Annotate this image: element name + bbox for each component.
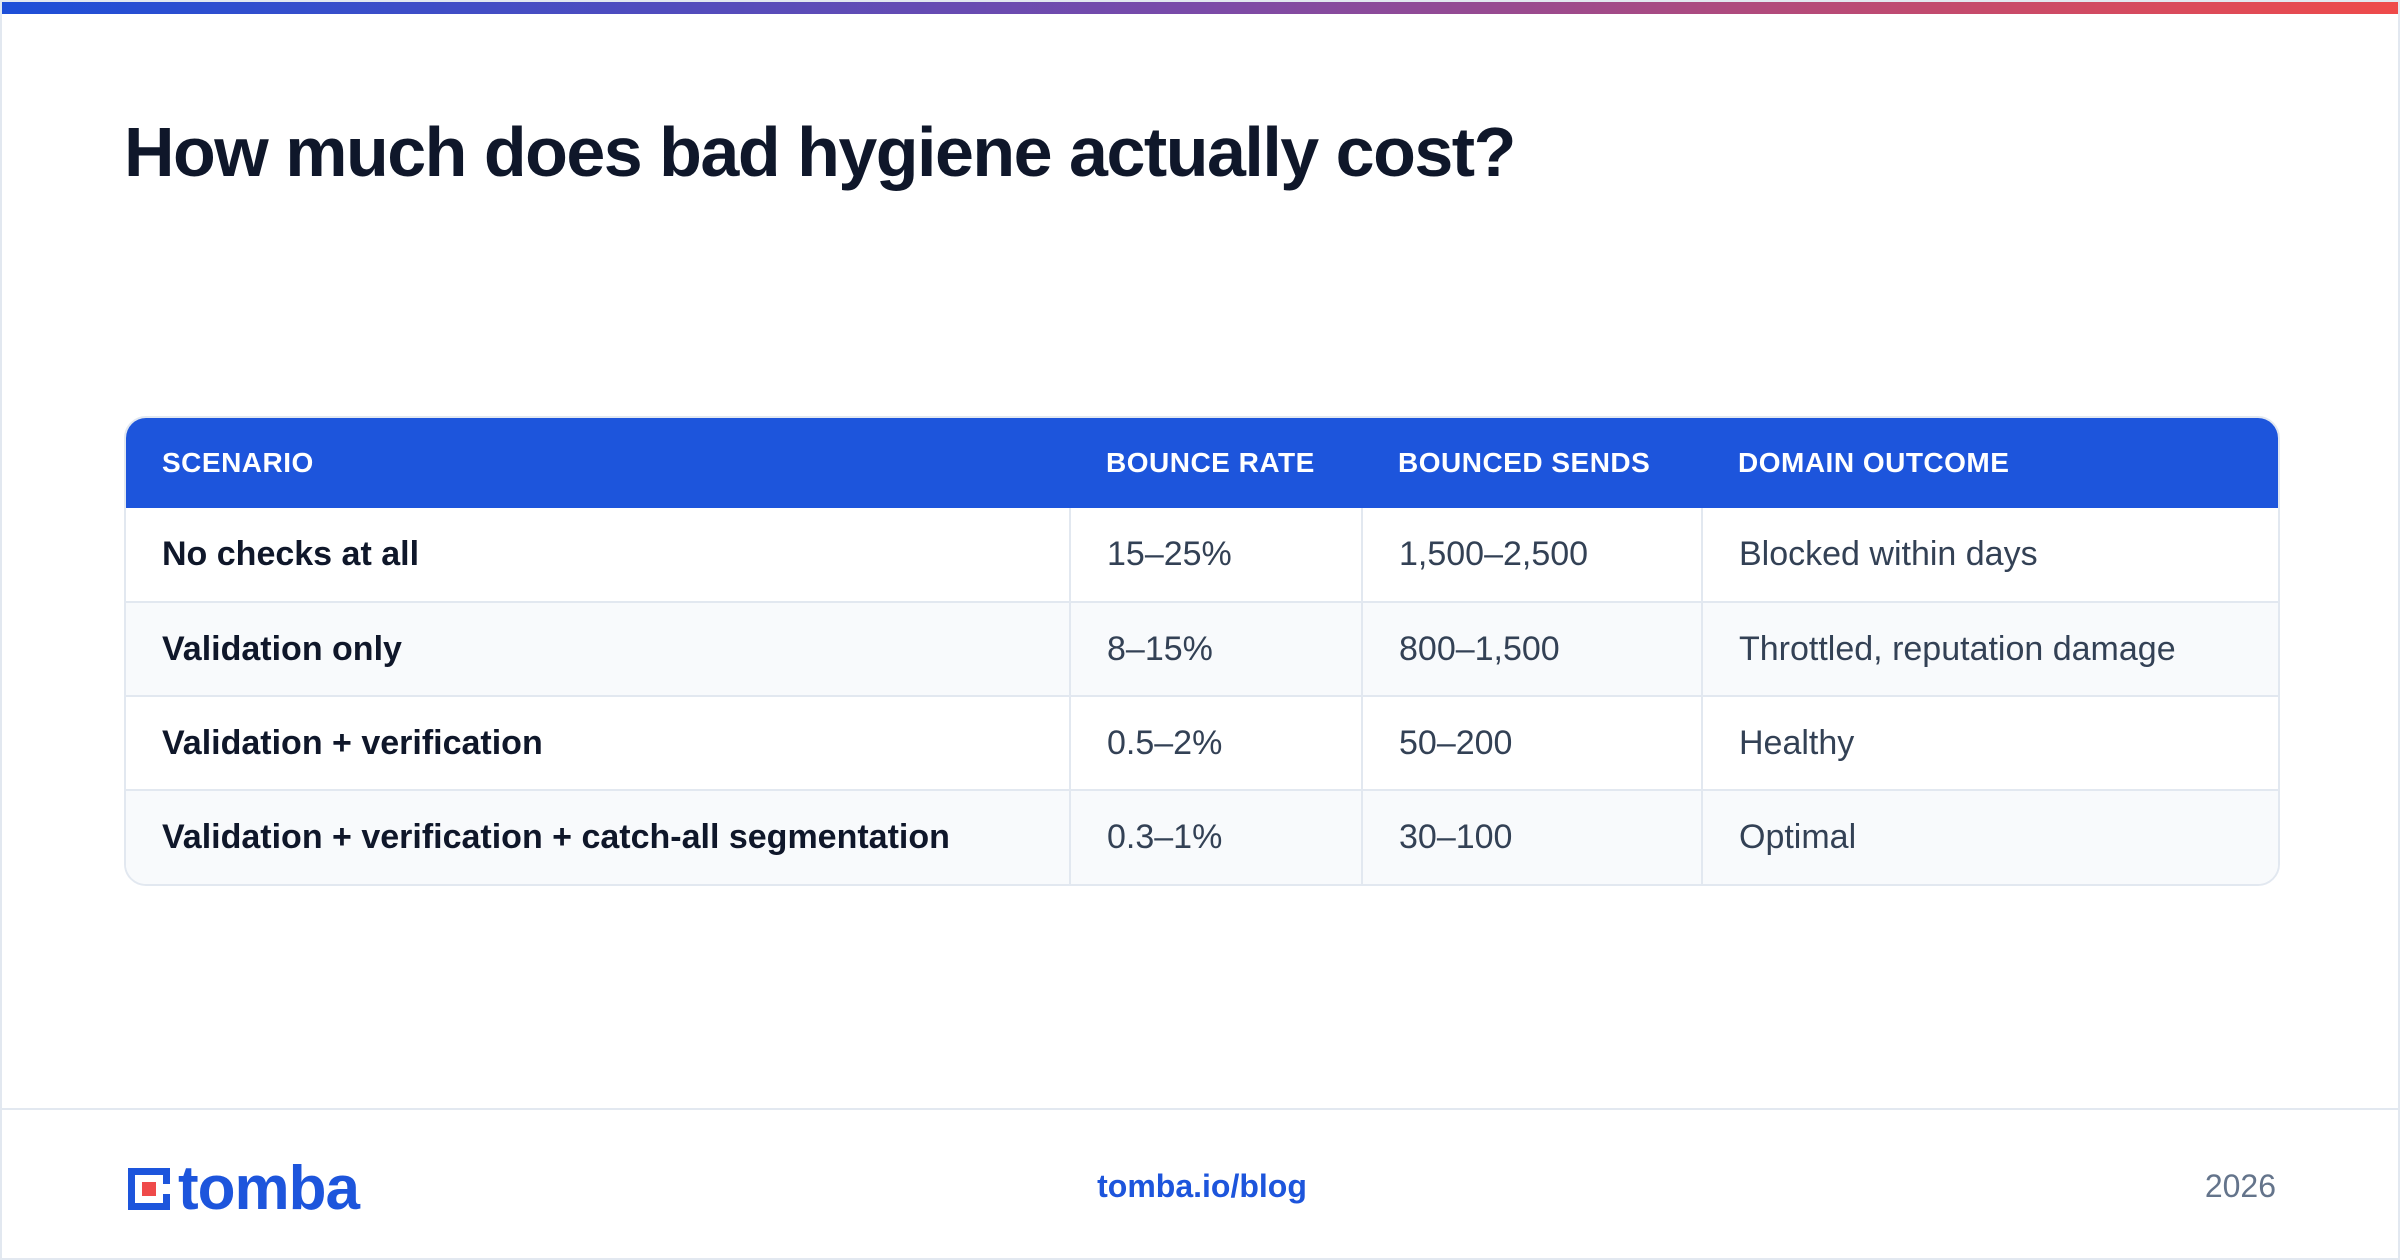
cell-bounced-sends: 50–200: [1361, 695, 1702, 790]
page-title: How much does bad hygiene actually cost?: [124, 113, 1516, 191]
table-row: Validation + verification + catch-all se…: [126, 789, 2278, 884]
tomba-logo: tomba: [124, 1154, 360, 1223]
cell-bounce-rate: 15–25%: [1069, 508, 1362, 602]
header-bounce-rate: BOUNCE RATE: [1106, 447, 1315, 478]
header-domain-outcome: DOMAIN OUTCOME: [1738, 447, 2010, 478]
cell-bounce-rate: 8–15%: [1069, 601, 1362, 696]
cell-bounced-sends: 800–1,500: [1361, 601, 1702, 696]
logo-wordmark: tomba: [178, 1154, 360, 1223]
cost-table: SCENARIO BOUNCE RATE BOUNCED SENDS DOMAI…: [124, 416, 2280, 886]
table-row: Validation + verification 0.5–2% 50–200 …: [126, 695, 2278, 790]
header-scenario: SCENARIO: [162, 447, 314, 478]
top-gradient-bar: [2, 2, 2398, 14]
cell-scenario: No checks at all: [162, 535, 420, 573]
cell-domain-outcome: Throttled, reputation damage: [1701, 601, 2278, 696]
cell-domain-outcome: Blocked within days: [1701, 508, 2278, 602]
tomba-logo-icon: [128, 1168, 172, 1210]
cell-bounced-sends: 1,500–2,500: [1361, 508, 1702, 602]
cell-bounce-rate: 0.5–2%: [1069, 695, 1362, 790]
cell-domain-outcome: Optimal: [1701, 789, 2278, 884]
table-row: Validation only 8–15% 800–1,500 Throttle…: [126, 601, 2278, 696]
cell-scenario: Validation + verification: [126, 695, 1070, 790]
cell-scenario: Validation + verification + catch-all se…: [126, 789, 1070, 884]
footer-year: 2026: [2204, 1168, 2276, 1204]
cell-scenario: Validation only: [126, 601, 1070, 696]
cell-bounce-rate: 0.3–1%: [1069, 789, 1362, 884]
header-bounced-sends: BOUNCED SENDS: [1398, 447, 1651, 478]
cell-domain-outcome: Healthy: [1701, 695, 2278, 790]
cell-bounced-sends: 30–100: [1361, 789, 1702, 884]
footer-divider: [2, 1108, 2398, 1110]
table-row: No checks at all 15–25% 1,500–2,500 Bloc…: [126, 508, 2278, 602]
blog-link[interactable]: tomba.io/blog: [1097, 1168, 1307, 1204]
cost-table-grid: SCENARIO BOUNCE RATE BOUNCED SENDS DOMAI…: [126, 418, 2278, 884]
table-header-row: SCENARIO BOUNCE RATE BOUNCED SENDS DOMAI…: [126, 418, 2278, 508]
